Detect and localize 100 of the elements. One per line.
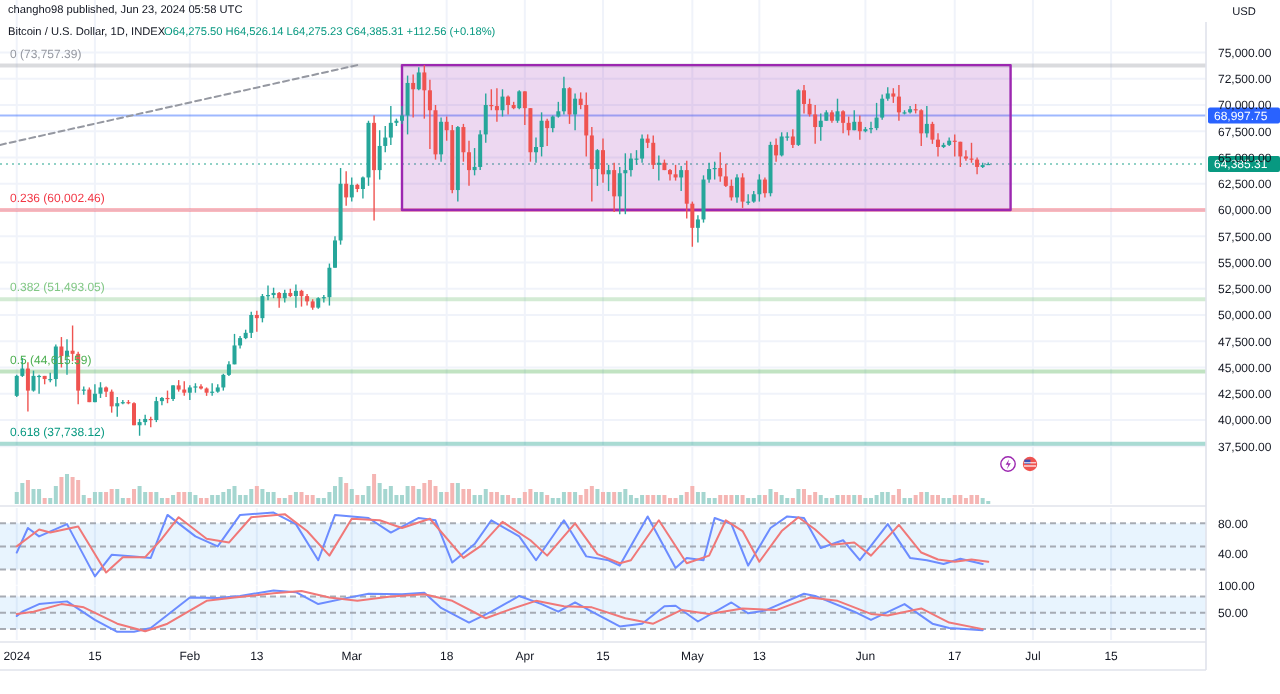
candlestick	[774, 137, 779, 163]
bar	[204, 498, 209, 504]
bar	[65, 474, 69, 504]
bar	[20, 483, 25, 504]
bar	[70, 477, 75, 504]
bar	[729, 495, 734, 504]
bar	[762, 495, 767, 504]
candlestick	[651, 134, 656, 170]
bar	[494, 492, 499, 504]
candlestick	[539, 111, 544, 158]
bar	[277, 498, 282, 504]
bar	[165, 498, 170, 504]
bar	[316, 498, 321, 504]
candlestick	[668, 168, 672, 182]
bar	[377, 483, 382, 504]
bar	[869, 498, 873, 504]
bar	[913, 495, 918, 504]
bar	[31, 489, 36, 504]
bar	[81, 495, 86, 504]
bar	[193, 495, 198, 504]
bar	[595, 489, 600, 504]
bar	[936, 495, 940, 504]
bar	[578, 495, 583, 504]
bar	[266, 492, 270, 504]
bar	[528, 489, 533, 504]
candlestick	[561, 75, 566, 116]
bar	[411, 486, 416, 504]
bar	[645, 495, 650, 504]
bar	[478, 495, 483, 504]
candlestick	[835, 98, 840, 124]
bar	[779, 495, 784, 504]
candlestick	[377, 129, 382, 181]
bar	[584, 489, 589, 504]
candlestick	[963, 149, 968, 162]
candlestick	[896, 84, 901, 122]
candlestick	[958, 141, 963, 168]
bar	[952, 495, 957, 504]
candlestick	[545, 117, 550, 147]
bar	[601, 492, 605, 504]
candlestick	[640, 133, 645, 164]
bar	[299, 492, 304, 504]
candlestick	[405, 74, 410, 136]
bar	[980, 498, 985, 504]
bar	[712, 498, 717, 504]
bar	[684, 492, 689, 504]
bar	[148, 492, 153, 504]
candlestick	[260, 293, 265, 324]
bar	[874, 495, 879, 504]
bar	[355, 495, 360, 504]
bar	[640, 495, 645, 504]
candlestick	[439, 116, 444, 163]
bar	[802, 489, 806, 504]
bar	[349, 489, 354, 504]
bar	[137, 486, 142, 504]
bar	[573, 492, 578, 504]
bar	[908, 498, 913, 504]
bar	[467, 489, 471, 504]
bar	[109, 489, 114, 504]
candlestick	[500, 88, 505, 118]
candlestick	[790, 128, 795, 149]
bar	[199, 498, 203, 504]
candlestick	[841, 109, 846, 135]
bar	[344, 483, 349, 504]
bar	[416, 489, 421, 504]
bar	[25, 480, 30, 504]
bar	[388, 486, 393, 504]
bar	[310, 495, 315, 504]
bar	[813, 492, 818, 504]
bar	[383, 489, 388, 504]
bar	[606, 492, 611, 504]
bar	[187, 492, 192, 504]
bar	[673, 498, 678, 504]
bar	[293, 492, 298, 504]
bar	[483, 489, 488, 504]
bar	[427, 480, 432, 504]
bar	[76, 480, 81, 504]
bar	[746, 498, 751, 504]
bar	[589, 486, 594, 504]
bar	[271, 492, 276, 504]
bar	[723, 495, 728, 504]
bar	[829, 498, 834, 504]
bar	[880, 492, 885, 504]
bar	[522, 492, 527, 504]
candlestick	[735, 173, 739, 204]
bar	[556, 498, 561, 504]
bar	[282, 498, 287, 504]
candlestick	[919, 108, 924, 147]
candlestick	[109, 388, 114, 414]
bar	[695, 492, 700, 504]
candlestick	[573, 92, 578, 131]
bar	[171, 495, 176, 504]
bar	[919, 492, 924, 504]
bar	[115, 489, 120, 504]
bar	[841, 495, 846, 504]
bar	[768, 489, 773, 504]
bar	[561, 492, 566, 504]
bar	[182, 492, 187, 504]
bar	[59, 477, 64, 504]
bar	[53, 486, 58, 504]
bar	[288, 495, 293, 504]
